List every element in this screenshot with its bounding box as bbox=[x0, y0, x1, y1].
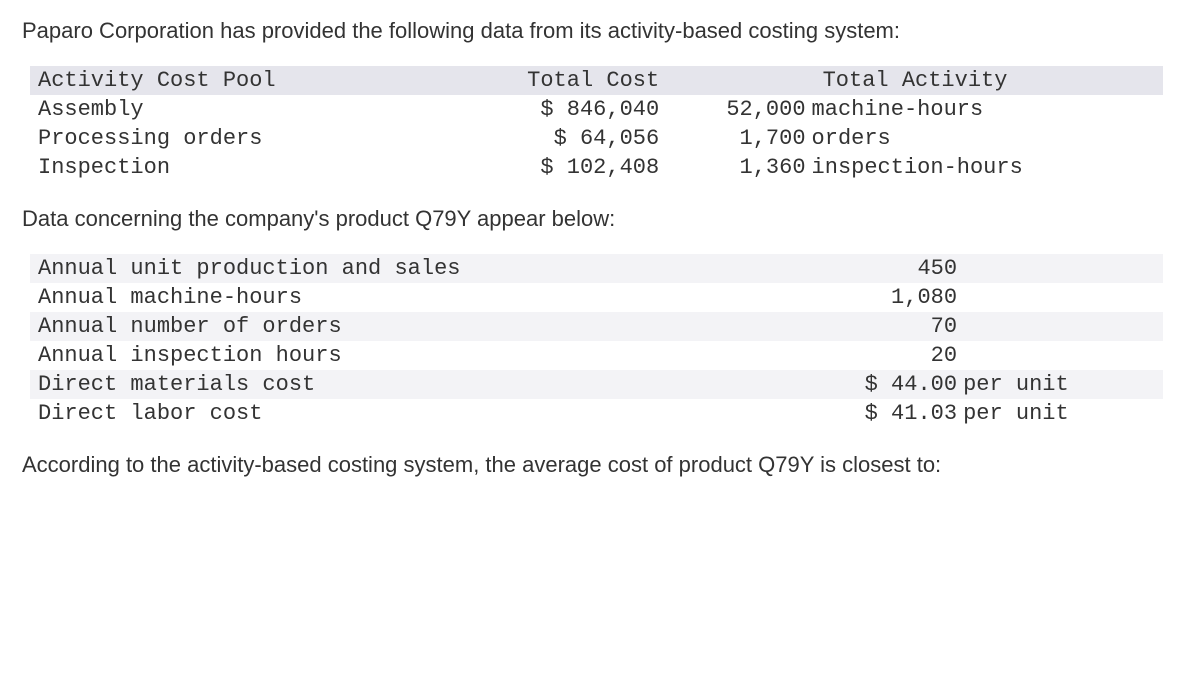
cell-label: Direct materials cost bbox=[30, 370, 784, 399]
cell-activity-num: 52,000 bbox=[667, 95, 805, 124]
cell-pool: Inspection bbox=[30, 153, 432, 182]
table-row: Direct materials cost $ 44.00 per unit bbox=[30, 370, 1163, 399]
cell-unit: per unit bbox=[957, 399, 1163, 428]
cell-pool: Processing orders bbox=[30, 124, 432, 153]
cell-activity-unit: machine-hours bbox=[806, 95, 1163, 124]
cell-label: Annual unit production and sales bbox=[30, 254, 784, 283]
header-cost: Total Cost bbox=[432, 66, 667, 95]
cell-unit bbox=[957, 341, 1163, 370]
cell-activity-num: 1,700 bbox=[667, 124, 805, 153]
table-row: Annual machine-hours 1,080 bbox=[30, 283, 1163, 312]
intro-text: Paparo Corporation has provided the foll… bbox=[22, 18, 1178, 44]
cell-cost: $ 64,056 bbox=[432, 124, 667, 153]
cell-activity-unit: orders bbox=[806, 124, 1163, 153]
cell-unit bbox=[957, 283, 1163, 312]
cell-activity-num: 1,360 bbox=[667, 153, 805, 182]
question-text: According to the activity-based costing … bbox=[22, 452, 1178, 478]
cell-value: 70 bbox=[784, 312, 957, 341]
mid-text: Data concerning the company's product Q7… bbox=[22, 206, 1178, 232]
cell-value: 20 bbox=[784, 341, 957, 370]
cell-value: $ 44.00 bbox=[784, 370, 957, 399]
cell-cost: $ 846,040 bbox=[432, 95, 667, 124]
cell-label: Direct labor cost bbox=[30, 399, 784, 428]
cell-label: Annual machine-hours bbox=[30, 283, 784, 312]
header-pool: Activity Cost Pool bbox=[30, 66, 432, 95]
activity-cost-table: Activity Cost Pool Total Cost Total Acti… bbox=[30, 66, 1163, 182]
cell-label: Annual inspection hours bbox=[30, 341, 784, 370]
table-row: Assembly $ 846,040 52,000 machine-hours bbox=[30, 95, 1163, 124]
cell-value: 1,080 bbox=[784, 283, 957, 312]
cell-unit: per unit bbox=[957, 370, 1163, 399]
table-header-row: Activity Cost Pool Total Cost Total Acti… bbox=[30, 66, 1163, 95]
cell-value: $ 41.03 bbox=[784, 399, 957, 428]
product-data-table: Annual unit production and sales 450 Ann… bbox=[30, 254, 1163, 428]
cell-unit bbox=[957, 312, 1163, 341]
cell-pool: Assembly bbox=[30, 95, 432, 124]
cell-cost: $ 102,408 bbox=[432, 153, 667, 182]
table-row: Annual inspection hours 20 bbox=[30, 341, 1163, 370]
cell-value: 450 bbox=[784, 254, 957, 283]
table-row: Processing orders $ 64,056 1,700 orders bbox=[30, 124, 1163, 153]
cell-label: Annual number of orders bbox=[30, 312, 784, 341]
header-activity: Total Activity bbox=[667, 66, 1163, 95]
table-row: Annual unit production and sales 450 bbox=[30, 254, 1163, 283]
table-row: Direct labor cost $ 41.03 per unit bbox=[30, 399, 1163, 428]
cell-unit bbox=[957, 254, 1163, 283]
table-row: Annual number of orders 70 bbox=[30, 312, 1163, 341]
table-row: Inspection $ 102,408 1,360 inspection-ho… bbox=[30, 153, 1163, 182]
cell-activity-unit: inspection-hours bbox=[806, 153, 1163, 182]
